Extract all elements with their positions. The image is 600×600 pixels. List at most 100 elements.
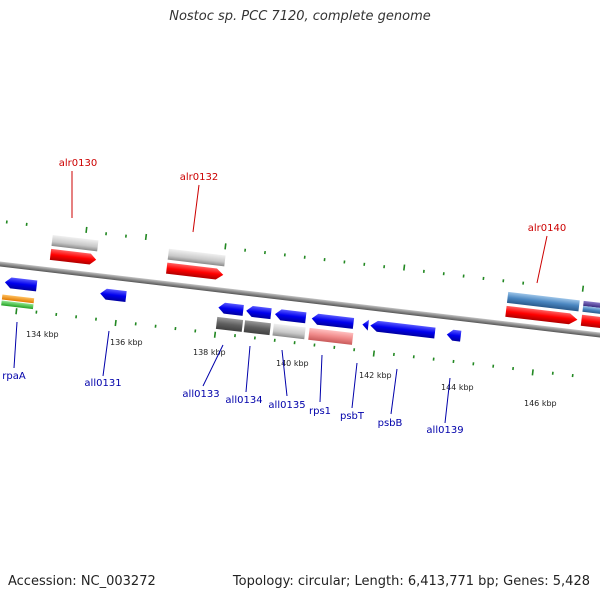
tick-mark	[234, 334, 236, 338]
tick-mark	[105, 232, 108, 236]
leader-line-rps1	[319, 354, 323, 403]
scale-label: 146 kbp	[524, 399, 557, 408]
leader-line-psbT	[351, 362, 358, 409]
tick-mark	[134, 322, 137, 326]
tick-mark	[571, 373, 574, 378]
gene-feature-all0133-dark[interactable]	[215, 316, 244, 332]
gene-feature-alr0130-silver[interactable]	[51, 235, 99, 252]
scale-label: 138 kbp	[193, 348, 226, 357]
tick-mark	[213, 331, 217, 338]
gene-arrow-all0134[interactable]	[246, 305, 272, 320]
tick-mark	[144, 233, 148, 241]
scale-label: 142 kbp	[359, 371, 392, 380]
tick-mark	[5, 220, 8, 224]
scale-label: 136 kbp	[110, 338, 143, 347]
tick-mark	[264, 250, 266, 255]
tick-mark	[522, 281, 525, 285]
scale-label: 134 kbp	[26, 330, 59, 339]
tick-mark	[502, 279, 505, 283]
leader-line-psbB	[390, 368, 398, 415]
gene-arrow-alr0132[interactable]	[166, 262, 224, 281]
tick-mark	[244, 248, 247, 252]
scale-label: 144 kbp	[441, 383, 474, 392]
tick-mark	[55, 312, 58, 317]
track-group	[0, 220, 600, 378]
leader-line-alr0140	[536, 235, 548, 284]
genome-backbone	[0, 260, 600, 341]
tick-mark	[15, 308, 18, 315]
tick-mark	[472, 362, 475, 366]
tick-mark	[154, 324, 157, 328]
leader-line-all0139	[444, 377, 451, 424]
gene-arrow-rps1[interactable]	[311, 313, 355, 329]
tick-mark	[412, 355, 415, 359]
forward-genes	[49, 235, 600, 330]
tick-mark	[253, 336, 256, 340]
tick-mark	[383, 265, 386, 269]
leader-lines	[13, 171, 548, 424]
gene-label-all0133[interactable]: all0133	[182, 389, 219, 400]
tick-mark	[303, 255, 306, 259]
tick-mark	[224, 243, 227, 250]
accession-text: Accession: NC_003272	[8, 574, 156, 589]
tick-mark	[372, 350, 376, 357]
leader-line-alr0132	[192, 184, 200, 233]
tick-mark	[293, 341, 296, 345]
gene-arrow-alr0140[interactable]	[505, 305, 578, 325]
tick-row-forward	[5, 220, 585, 292]
tick-mark	[323, 258, 326, 262]
tick-mark	[114, 319, 117, 327]
gene-label-all0139[interactable]: all0139	[426, 425, 463, 436]
leader-line-all0135	[281, 349, 288, 397]
leader-line-all0134	[245, 345, 251, 393]
leader-line-all0131	[102, 330, 110, 377]
gene-arrow-alr0130[interactable]	[49, 248, 97, 265]
gene-arrow-next[interactable]	[580, 314, 600, 330]
tick-mark	[492, 364, 495, 368]
tick-mark	[482, 276, 485, 281]
reverse-genes	[1, 277, 462, 345]
tick-mark	[392, 352, 395, 357]
gene-arrow-all0131[interactable]	[100, 288, 127, 303]
gene-label-psbT[interactable]: psbT	[340, 411, 365, 422]
gene-label-all0134[interactable]: all0134	[225, 395, 262, 406]
tick-mark	[124, 234, 127, 238]
gene-arrow-all0133[interactable]	[218, 302, 244, 316]
tick-mark	[442, 272, 445, 276]
gene-label-alr0132[interactable]: alr0132	[180, 172, 218, 183]
gene-feature-next-purple[interactable]	[583, 300, 600, 310]
tick-mark	[462, 274, 465, 278]
leader-line-all0133	[202, 344, 224, 387]
gene-feature-alr0132-silver[interactable]	[167, 248, 226, 267]
gene-feature-next-steel[interactable]	[582, 305, 600, 316]
tick-mark	[333, 345, 336, 349]
gene-feature-rps1-pink[interactable]	[308, 327, 354, 345]
gene-arrow-psbT[interactable]	[362, 319, 370, 331]
gene-label-rps1[interactable]: rps1	[309, 406, 331, 417]
gene-label-psbB[interactable]: psbB	[378, 418, 403, 429]
tick-mark	[35, 310, 38, 314]
gene-label-all0131[interactable]: all0131	[84, 378, 121, 389]
gene-label-alr0140[interactable]: alr0140	[528, 223, 566, 234]
gene-label-alr0130[interactable]: alr0130	[59, 158, 97, 169]
gene-feature-rpaA-green[interactable]	[1, 300, 34, 310]
tick-row-reverse	[15, 308, 574, 378]
tick-mark	[283, 253, 286, 257]
scale-label: 140 kbp	[276, 359, 309, 368]
gene-feature-rpaA-orange[interactable]	[1, 294, 35, 304]
gene-arrow-rpaA[interactable]	[4, 277, 38, 292]
gene-arrow-all0135[interactable]	[274, 309, 307, 324]
gene-labels: alr0130 alr0132 alr0140 rpaA all0131 all…	[2, 158, 566, 436]
tick-mark	[343, 260, 346, 264]
gene-feature-alr0140-steel[interactable]	[506, 291, 580, 312]
gene-feature-all0135-silver[interactable]	[272, 323, 306, 340]
gene-label-rpaA[interactable]: rpaA	[2, 371, 26, 382]
gene-arrow-all0139[interactable]	[446, 329, 462, 342]
tick-mark	[174, 326, 177, 331]
gene-arrow-psbB[interactable]	[370, 320, 436, 339]
gene-label-all0135[interactable]: all0135	[268, 400, 305, 411]
tick-mark	[75, 315, 78, 319]
gene-feature-all0134-dark[interactable]	[243, 320, 271, 336]
tick-mark	[531, 369, 534, 376]
